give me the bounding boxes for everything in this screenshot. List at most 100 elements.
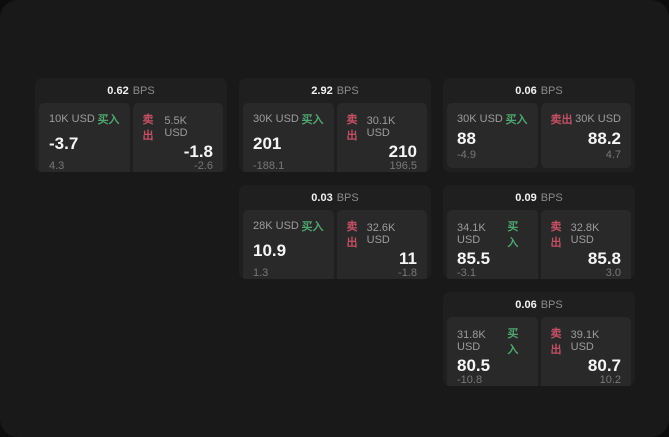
- sell-tile-header: 卖出 32.6K USD: [347, 218, 418, 250]
- sell-side-label: 卖出: [550, 328, 562, 356]
- buy-tile[interactable]: 30K USD 买入 88 -4.9: [447, 103, 538, 168]
- sell-side-label: 卖出: [346, 114, 358, 142]
- sell-side-label: 卖出: [550, 221, 562, 249]
- card-header: 0.62 BPS: [35, 78, 227, 103]
- sell-tile[interactable]: 卖出 30K USD 88.2 4.7: [540, 103, 631, 168]
- card-body: 30K USD 买入 201 -188.1 卖出 30.1K USD 210 1…: [239, 103, 431, 172]
- buy-amount: 30K USD: [457, 113, 503, 125]
- buy-side-label: 买入: [97, 114, 120, 126]
- sell-amount: 30K USD: [575, 113, 621, 125]
- sell-amount: 5.5K USD: [164, 115, 188, 139]
- buy-amount: 30K USD: [253, 113, 299, 125]
- buy-price: 88: [457, 128, 476, 148]
- card-header: 2.92 BPS: [239, 78, 431, 103]
- buy-tile-header: 28K USD 买入: [253, 218, 324, 234]
- buy-tile-header: 34.1K USD 买入: [457, 218, 528, 250]
- buy-tile[interactable]: 30K USD 买入 201 -188.1: [243, 103, 334, 172]
- sell-tile-header: 卖出 32.8K USD: [551, 218, 622, 250]
- card-body: 28K USD 买入 10.9 1.3 卖出 32.6K USD 11 -1.8: [239, 210, 431, 279]
- buy-side-label: 买入: [301, 221, 324, 233]
- buy-amount: 10K USD: [49, 113, 95, 125]
- buy-price: 85.5: [457, 249, 491, 268]
- bps-value: 0.03: [311, 191, 333, 204]
- sell-amount: 32.8K USD: [570, 222, 600, 246]
- sell-tile[interactable]: 卖出 39.1K USD 80.7 10.2: [540, 317, 631, 386]
- buy-side-label: 买入: [507, 221, 519, 249]
- bps-unit-label: BPS: [540, 191, 563, 204]
- sell-side-label: 卖出: [142, 114, 154, 142]
- bps-unit-label: BPS: [540, 84, 563, 97]
- buy-price: 80.5: [457, 356, 491, 375]
- card-header: 0.03 BPS: [239, 185, 431, 210]
- buy-tile[interactable]: 10K USD 买入 -3.7 4.3: [39, 103, 130, 172]
- card-header: 0.06 BPS: [443, 292, 635, 317]
- sell-delta: 10.2: [599, 374, 621, 386]
- bps-unit-label: BPS: [336, 84, 359, 97]
- sell-delta: 196.5: [389, 160, 417, 172]
- buy-amount: 31.8K USD: [457, 329, 486, 353]
- buy-amount: 28K USD: [253, 220, 299, 232]
- buy-tile-header: 30K USD 买入: [457, 111, 528, 127]
- buy-price: 201: [253, 134, 282, 153]
- sell-tile-header: 卖出 30.1K USD: [347, 111, 418, 143]
- buy-delta: 4.3: [49, 160, 65, 172]
- buy-price: -3.7: [49, 134, 79, 153]
- bps-unit-label: BPS: [132, 84, 155, 97]
- quote-card: 2.92 BPS 30K USD 买入 201 -188.1 卖出 30.1K …: [239, 78, 431, 172]
- bps-value: 0.06: [515, 84, 537, 97]
- buy-delta: 1.3: [253, 267, 269, 279]
- buy-side-label: 买入: [301, 114, 324, 126]
- card-header: 0.06 BPS: [443, 78, 635, 103]
- sell-price: -1.8: [183, 142, 213, 161]
- sell-amount: 30.1K USD: [366, 115, 396, 139]
- sell-tile[interactable]: 卖出 5.5K USD -1.8 -2.6: [132, 103, 223, 172]
- quote-card: 0.62 BPS 10K USD 买入 -3.7 4.3 卖出 5.5K USD…: [35, 78, 227, 172]
- sell-price: 11: [399, 249, 417, 268]
- sell-amount: 39.1K USD: [570, 329, 600, 353]
- sell-price: 210: [388, 142, 417, 161]
- sell-price: 88.2: [587, 128, 621, 148]
- sell-tile[interactable]: 卖出 32.6K USD 11 -1.8: [336, 210, 427, 279]
- card-body: 30K USD 买入 88 -4.9 卖出 30K USD 88.2 4.7: [443, 103, 635, 172]
- card-header: 0.09 BPS: [443, 185, 635, 210]
- bps-unit-label: BPS: [336, 191, 359, 204]
- buy-tile-header: 31.8K USD 买入: [457, 325, 528, 357]
- sell-tile[interactable]: 卖出 32.8K USD 85.8 3.0: [540, 210, 631, 279]
- quote-card: 0.09 BPS 34.1K USD 买入 85.5 -3.1 卖出 32.8K…: [443, 185, 635, 279]
- bps-value: 0.06: [515, 298, 537, 311]
- buy-tile[interactable]: 31.8K USD 买入 80.5 -10.8: [447, 317, 538, 386]
- sell-side-label: 卖出: [346, 221, 358, 249]
- buy-side-label: 买入: [505, 114, 528, 126]
- sell-tile-header: 卖出 39.1K USD: [551, 325, 622, 357]
- bps-value: 0.62: [107, 84, 129, 97]
- buy-tile[interactable]: 28K USD 买入 10.9 1.3: [243, 210, 334, 279]
- bps-value: 2.92: [311, 84, 333, 97]
- sell-side-label: 卖出: [550, 114, 573, 126]
- buy-tile-header: 10K USD 买入: [49, 111, 120, 127]
- sell-amount: 32.6K USD: [366, 222, 396, 246]
- sell-delta: -1.8: [398, 267, 417, 279]
- buy-tile[interactable]: 34.1K USD 买入 85.5 -3.1: [447, 210, 538, 279]
- sell-tile-header: 卖出 30K USD: [551, 111, 622, 127]
- sell-tile[interactable]: 卖出 30.1K USD 210 196.5: [336, 103, 427, 172]
- sell-price: 85.8: [587, 249, 621, 268]
- bps-value: 0.09: [515, 191, 537, 204]
- quote-card: 0.06 BPS 30K USD 买入 88 -4.9 卖出 30K USD 8…: [443, 78, 635, 172]
- sell-delta: 3.0: [605, 267, 621, 279]
- buy-delta: -3.1: [457, 267, 476, 279]
- quote-card: 0.06 BPS 31.8K USD 买入 80.5 -10.8 卖出 39.1…: [443, 292, 635, 386]
- sell-delta: 4.7: [605, 149, 621, 161]
- buy-tile-header: 30K USD 买入: [253, 111, 324, 127]
- buy-delta: -188.1: [253, 160, 285, 172]
- sell-price: 80.7: [587, 356, 621, 375]
- sell-tile-header: 卖出 5.5K USD: [143, 111, 214, 143]
- card-body: 31.8K USD 买入 80.5 -10.8 卖出 39.1K USD 80.…: [443, 317, 635, 386]
- quote-cards-grid: 0.62 BPS 10K USD 买入 -3.7 4.3 卖出 5.5K USD…: [35, 78, 635, 386]
- buy-side-label: 买入: [507, 328, 519, 356]
- buy-amount: 34.1K USD: [457, 222, 486, 246]
- buy-delta: -4.9: [457, 149, 476, 161]
- buy-price: 10.9: [253, 241, 287, 260]
- buy-delta: -10.8: [457, 374, 483, 386]
- bps-unit-label: BPS: [540, 298, 563, 311]
